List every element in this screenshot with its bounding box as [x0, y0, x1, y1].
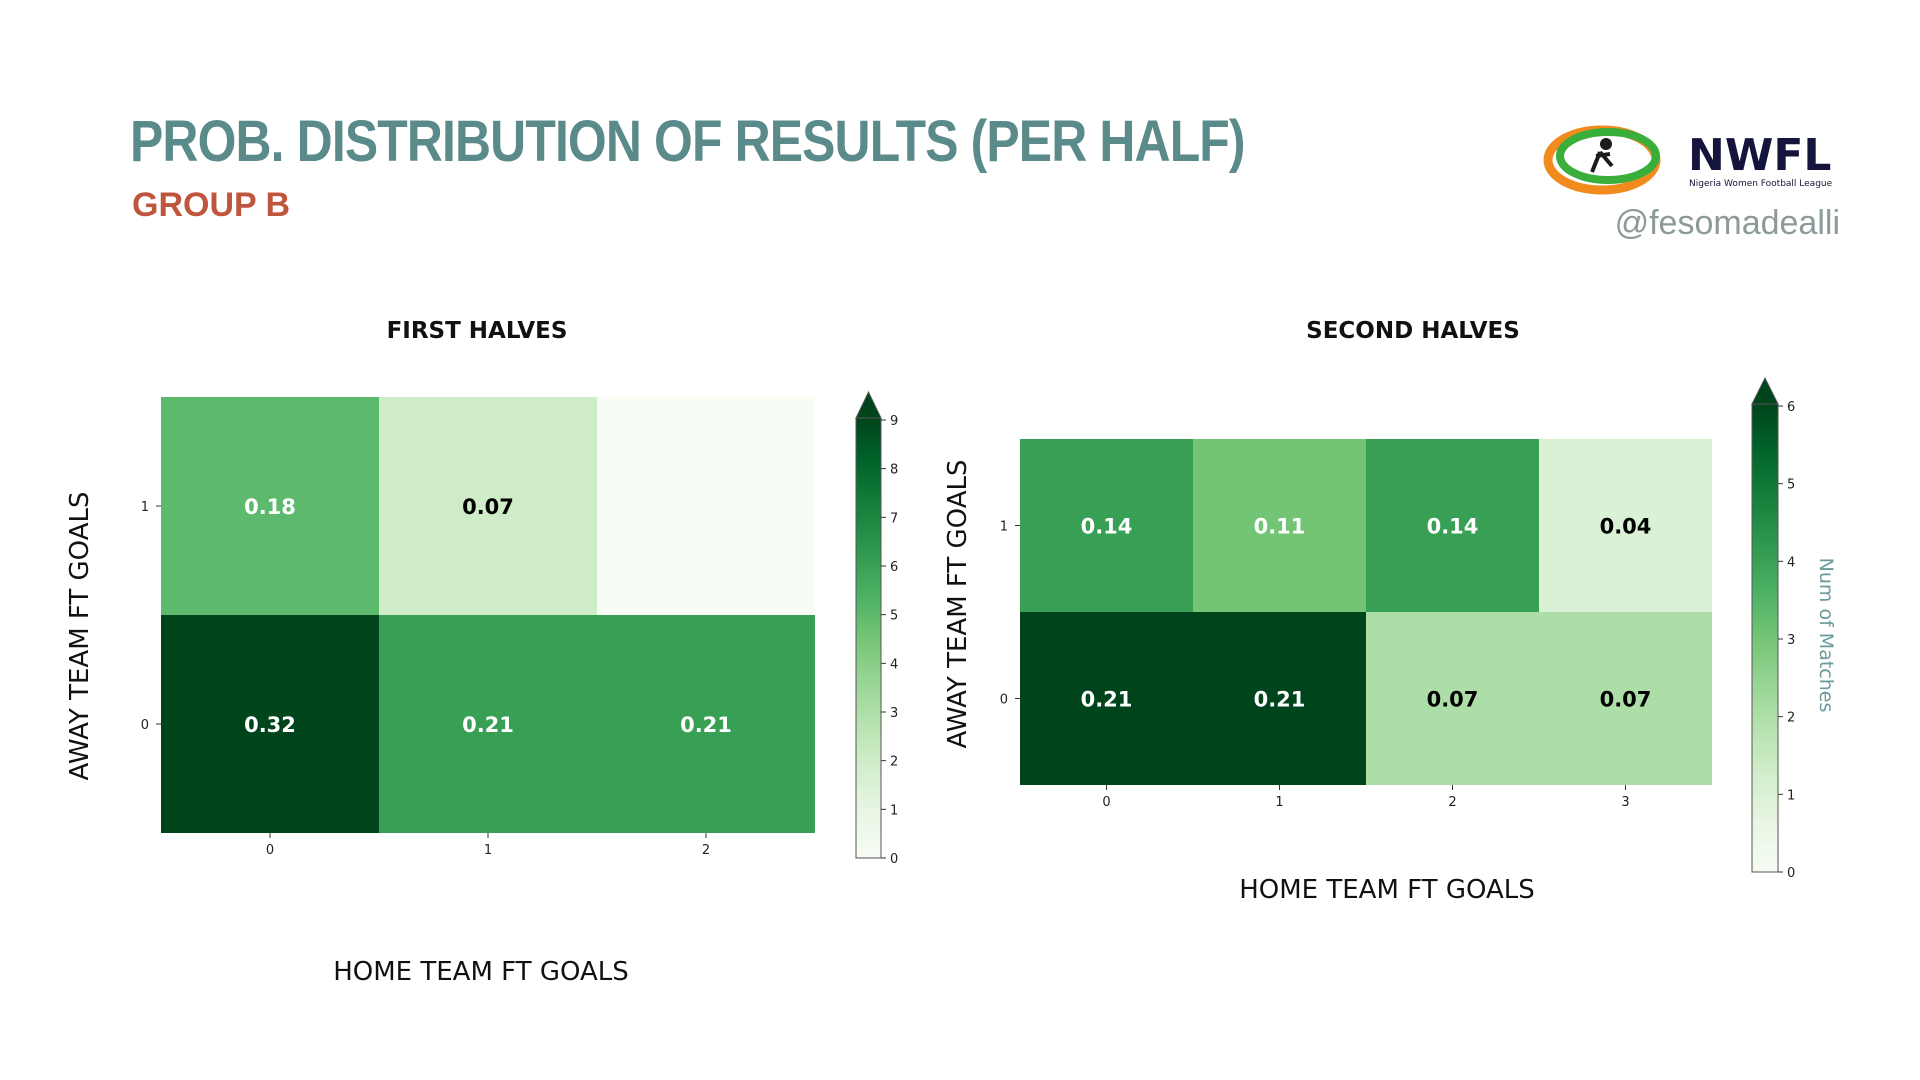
logo-wordmark: NWFL — [1688, 130, 1831, 181]
colorbar-tick-label: 1 — [1787, 788, 1795, 803]
colorbar — [1751, 403, 1779, 873]
heatmap-first-halves: FIRST HALVES 0.18 0.07 0.32 0.21 0.21 0 1 2 1 0 HOM… — [65, 318, 898, 987]
cell-value-label: 0.11 — [1254, 515, 1306, 539]
colorbar-tick-label: 6 — [890, 560, 898, 575]
colorbar-extend-arrow — [855, 390, 882, 419]
logo-tagline: Nigeria Women Football League — [1689, 179, 1833, 189]
cell-value-label: 0.21 — [680, 713, 732, 737]
colorbar-tick-label: 6 — [1787, 400, 1795, 415]
heatmap-second-halves: SECOND HALVES 0.14 0.11 0.14 0.04 0.21 0.21 0.0… — [943, 318, 1837, 905]
colorbar-tick-label: 4 — [1787, 555, 1795, 570]
heatmap-cell-1-0 — [1020, 439, 1193, 612]
logo-ring-green — [1556, 128, 1660, 184]
heatmap-cell-1-0 — [161, 397, 379, 615]
cell-value-label: 0.32 — [244, 713, 296, 737]
x-tick-label: 2 — [1448, 795, 1456, 810]
x-axis-label: HOME TEAM FT GOALS — [333, 957, 629, 987]
colorbar-tick-label: 4 — [890, 657, 898, 672]
cell-value-label: 0.14 — [1427, 515, 1479, 539]
chart-title: SECOND HALVES — [1306, 318, 1520, 344]
colorbar-tick-label: 2 — [890, 755, 898, 770]
colorbar-tick-label: 8 — [890, 463, 898, 478]
y-axis-label: AWAY TEAM FT GOALS — [65, 492, 95, 781]
x-tick-label: 0 — [266, 843, 274, 858]
heatmap-cell-0-3 — [1539, 612, 1712, 785]
y-tick-label: 0 — [1000, 693, 1008, 708]
heatmap-cell-1-1 — [379, 397, 597, 615]
x-tick-label: 3 — [1621, 795, 1629, 810]
cell-value-label: 0.07 — [1600, 688, 1652, 712]
page-title: PROB. DISTRIBUTION OF RESULTS (PER HALF) — [130, 109, 1246, 174]
colorbar — [855, 417, 882, 859]
nwfl-logo: NWFL Nigeria Women Football League — [1543, 125, 1833, 195]
colorbar-extend-arrow — [1751, 376, 1779, 405]
cell-value-label: 0.04 — [1600, 515, 1652, 539]
colorbar-label: Num of Matches — [1815, 558, 1837, 713]
logo-player — [1590, 150, 1614, 173]
heatmap-cell-0-0 — [1020, 612, 1193, 785]
x-tick-label: 1 — [1275, 795, 1283, 810]
y-axis-label: AWAY TEAM FT GOALS — [943, 460, 973, 749]
colorbar-tick-label: 9 — [890, 414, 898, 429]
heatmap-cell-0-2 — [1366, 612, 1539, 785]
colorbar-tick-label: 0 — [1787, 866, 1795, 881]
cell-value-label: 0.21 — [1254, 688, 1306, 712]
logo-ball — [1600, 138, 1612, 150]
cell-value-label: 0.14 — [1081, 515, 1133, 539]
colorbar-tick-label: 1 — [890, 803, 898, 818]
heatmap-cell-0-2 — [597, 615, 815, 833]
colorbar-tick-label: 5 — [1787, 478, 1795, 493]
colorbar-tick-label: 3 — [890, 706, 898, 721]
cell-value-label: 0.21 — [462, 713, 514, 737]
heatmap-cell-0-0 — [161, 615, 379, 833]
x-axis-label: HOME TEAM FT GOALS — [1239, 875, 1535, 905]
x-tick-label: 2 — [702, 843, 710, 858]
heatmap-cell-1-2 — [1366, 439, 1539, 612]
y-tick-label: 1 — [141, 500, 149, 515]
cell-value-label: 0.21 — [1081, 688, 1133, 712]
colorbar-tick-label: 0 — [890, 852, 898, 867]
heatmap-cell-1-1 — [1193, 439, 1366, 612]
y-tick-label: 1 — [1000, 520, 1008, 535]
colorbar-tick-label: 7 — [890, 511, 898, 526]
author-handle: @fesomadealli — [1614, 204, 1840, 242]
cell-value-label: 0.18 — [244, 495, 296, 519]
colorbar-tick-label: 2 — [1787, 711, 1795, 726]
heatmap-cell-0-1 — [379, 615, 597, 833]
colorbar-tick-label: 5 — [890, 609, 898, 624]
x-tick-label: 1 — [484, 843, 492, 858]
colorbar-tick-label: 3 — [1787, 633, 1795, 648]
cell-value-label: 0.07 — [462, 495, 514, 519]
chart-title: FIRST HALVES — [387, 318, 568, 344]
cell-value-label: 0.07 — [1427, 688, 1479, 712]
x-tick-label: 0 — [1102, 795, 1110, 810]
heatmap-cell-1-2 — [597, 397, 815, 615]
heatmap-cell-1-3 — [1539, 439, 1712, 612]
y-tick-label: 0 — [141, 718, 149, 733]
heatmap-cell-0-1 — [1193, 612, 1366, 785]
page-subtitle: GROUP B — [132, 186, 291, 224]
